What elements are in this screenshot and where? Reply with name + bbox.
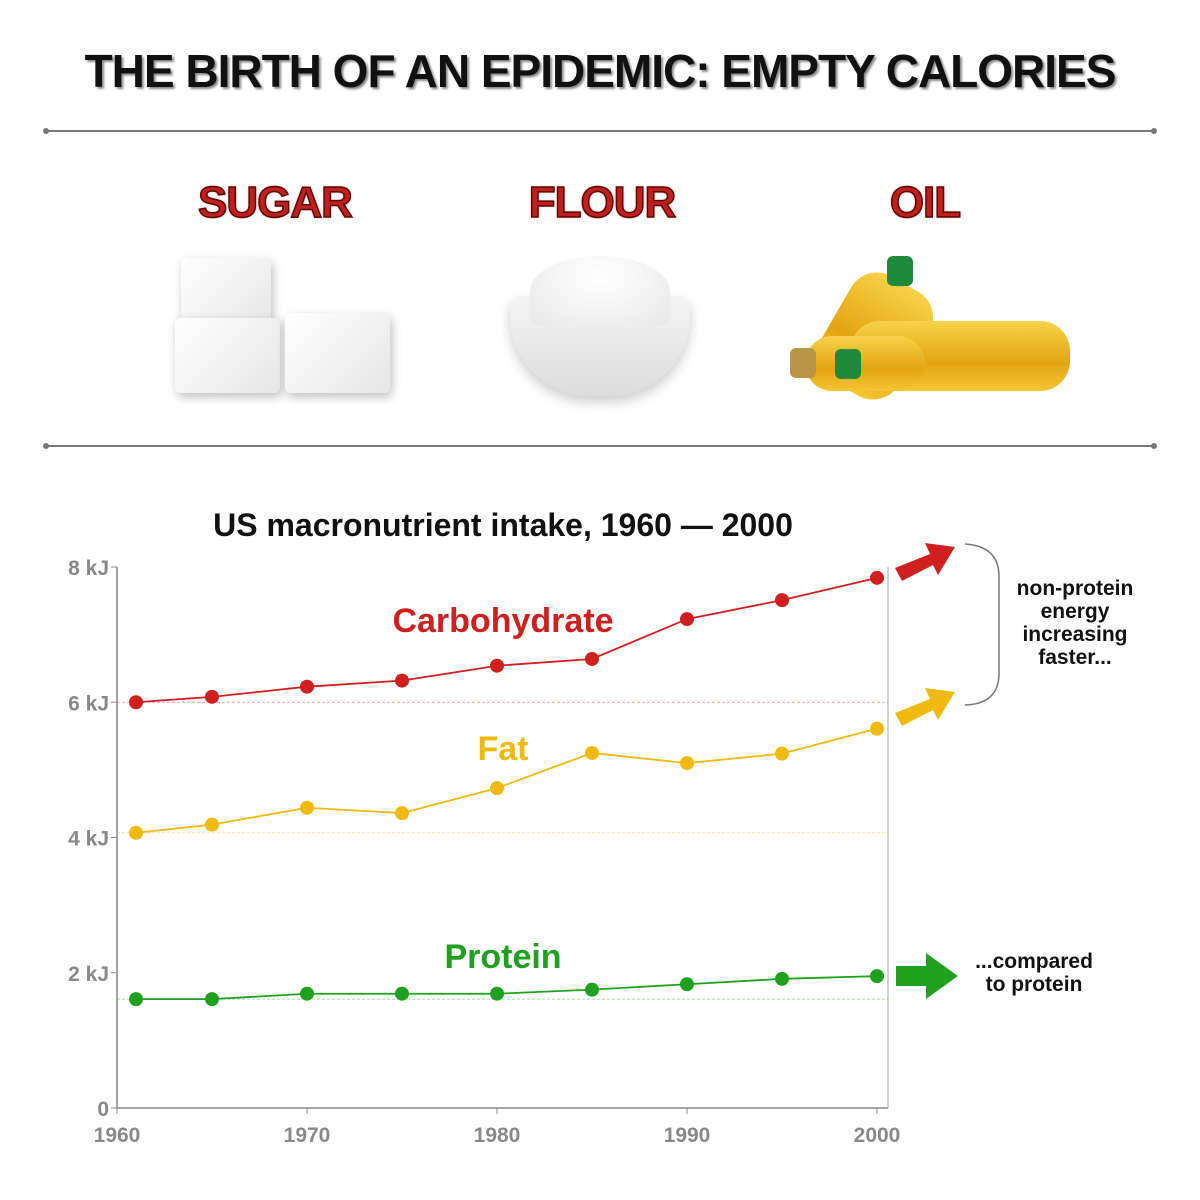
data-point-carbohydrate: [775, 593, 789, 608]
food-label: OIL: [889, 177, 962, 228]
series-label-protein: Protein: [444, 938, 561, 976]
annotation-protein: ...compared to protein: [975, 950, 1093, 996]
data-point-protein: [585, 982, 599, 997]
data-point-protein: [205, 992, 219, 1007]
x-tick-label: 1970: [284, 1124, 331, 1147]
y-tick-label: 8 kJ: [68, 557, 109, 580]
data-point-carbohydrate: [870, 570, 884, 585]
data-point-fat: [205, 817, 219, 832]
data-point-protein: [490, 986, 504, 1001]
data-point-carbohydrate: [129, 695, 143, 710]
data-point-fat: [490, 781, 504, 796]
data-point-fat: [775, 746, 789, 761]
svg-text:energy: energy: [1041, 600, 1110, 623]
data-point-fat: [395, 806, 409, 821]
page-title: THE BIRTH OF AN EPIDEMIC: EMPTY CALORIES: [84, 45, 1117, 97]
svg-text:faster...: faster...: [1038, 646, 1112, 669]
y-tick-label: 6 kJ: [68, 692, 109, 715]
data-point-fat: [585, 745, 599, 760]
data-point-fat: [680, 756, 694, 771]
data-point-carbohydrate: [585, 651, 599, 666]
data-point-fat: [129, 825, 143, 840]
data-point-carbohydrate: [395, 673, 409, 688]
x-tick-label: 2000: [854, 1124, 901, 1147]
data-point-carbohydrate: [490, 658, 504, 673]
y-tick-label: 0: [97, 1098, 109, 1121]
red-arrow-icon: [895, 543, 955, 581]
data-point-protein: [870, 969, 884, 984]
data-point-protein: [300, 986, 314, 1001]
flour-bowl-image: [510, 256, 690, 406]
food-sugar: SUGAR: [125, 177, 425, 393]
chart-title: US macronutrient intake, 1960 — 2000: [213, 507, 793, 543]
series-line-carbohydrate: [135, 576, 878, 704]
y-tick-label: 4 kJ: [68, 828, 109, 851]
x-tick-label: 1990: [664, 1124, 711, 1147]
bracket: [964, 543, 1000, 706]
svg-text:increasing: increasing: [1022, 623, 1127, 646]
annotation-nonprotein: non-protein energy increasing faster...: [1017, 577, 1134, 669]
food-flour: FLOUR: [452, 177, 752, 396]
sugar-cubes-image: [175, 258, 405, 398]
divider: [43, 128, 1157, 134]
annotation-arrows: [895, 543, 1000, 999]
oil-bottles-image: [790, 256, 1080, 416]
svg-text:non-protein: non-protein: [1017, 577, 1134, 600]
food-label: FLOUR: [528, 177, 677, 228]
food-label: SUGAR: [197, 177, 353, 228]
data-point-protein: [129, 992, 143, 1007]
data-point-carbohydrate: [300, 679, 314, 694]
svg-text:...compared: ...compared: [975, 950, 1093, 973]
divider: [43, 443, 1157, 449]
x-tick-label: 1980: [474, 1124, 521, 1147]
green-arrow-icon: [896, 953, 958, 999]
food-oil: OIL: [775, 177, 1075, 411]
data-point-protein: [775, 971, 789, 986]
svg-text:to protein: to protein: [986, 973, 1083, 996]
data-point-fat: [870, 721, 884, 736]
yellow-arrow-icon: [895, 688, 955, 726]
data-point-fat: [300, 800, 314, 815]
series-label-carbohydrate: Carbohydrate: [392, 602, 613, 640]
data-point-protein: [395, 986, 409, 1001]
series-label-fat: Fat: [478, 730, 529, 768]
series-line-protein: [136, 975, 878, 1001]
data-point-carbohydrate: [680, 612, 694, 627]
data-point-carbohydrate: [205, 689, 219, 704]
data-point-protein: [680, 977, 694, 992]
x-tick-label: 1960: [94, 1124, 141, 1147]
y-tick-label: 2 kJ: [68, 963, 109, 986]
